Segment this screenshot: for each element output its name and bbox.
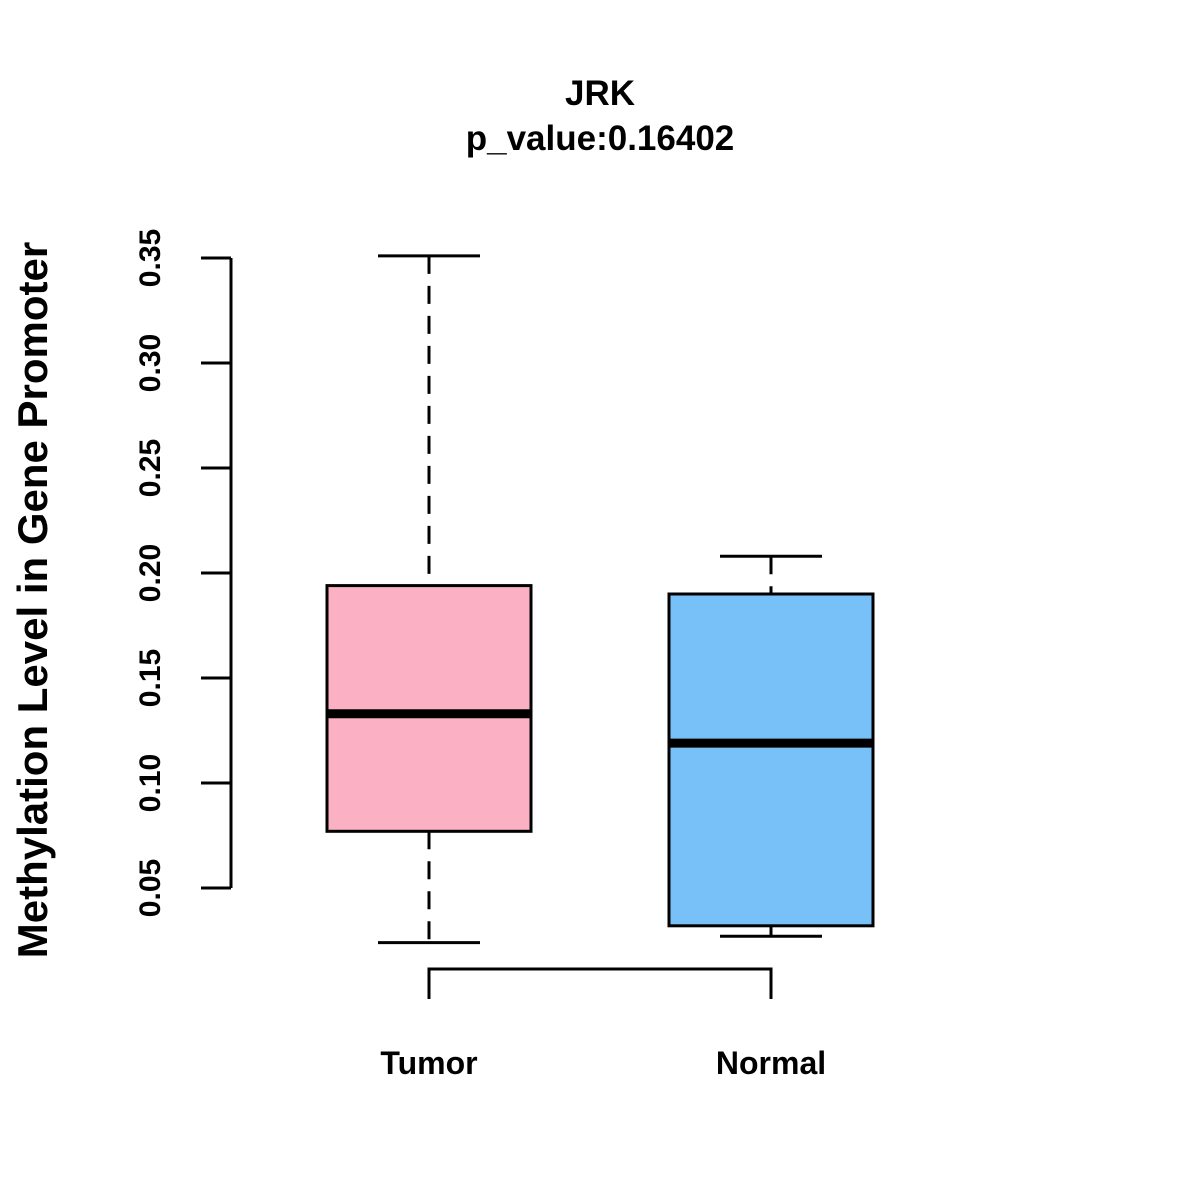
y-axis-label: Methylation Level in Gene Promoter [9, 242, 56, 958]
boxes [325, 254, 875, 945]
bracket-line [427, 967, 773, 999]
chart-title: JRK [565, 74, 635, 113]
y-tick-label: 0.05 [134, 859, 167, 917]
box-normal [667, 554, 875, 938]
iqr-box [325, 584, 533, 833]
iqr-box [667, 592, 875, 928]
y-axis: 0.05 0.10 0.15 0.20 0.25 0.30 0.35 [134, 229, 233, 917]
box-tumor [325, 254, 533, 945]
y-tick-label: 0.30 [134, 334, 167, 392]
y-tick-label: 0.35 [134, 229, 167, 287]
y-tick-label: 0.20 [134, 544, 167, 602]
x-tick-label: Normal [716, 1045, 826, 1081]
x-tick-label: Tumor [380, 1045, 477, 1081]
comparison-bracket [427, 967, 773, 999]
x-tick-labels: Tumor Normal [380, 1045, 826, 1081]
chart-subtitle: p_value:0.16402 [466, 119, 735, 158]
y-tick-label: 0.10 [134, 754, 167, 812]
y-tick-label: 0.25 [134, 439, 167, 497]
y-tick-label: 0.15 [134, 649, 167, 707]
